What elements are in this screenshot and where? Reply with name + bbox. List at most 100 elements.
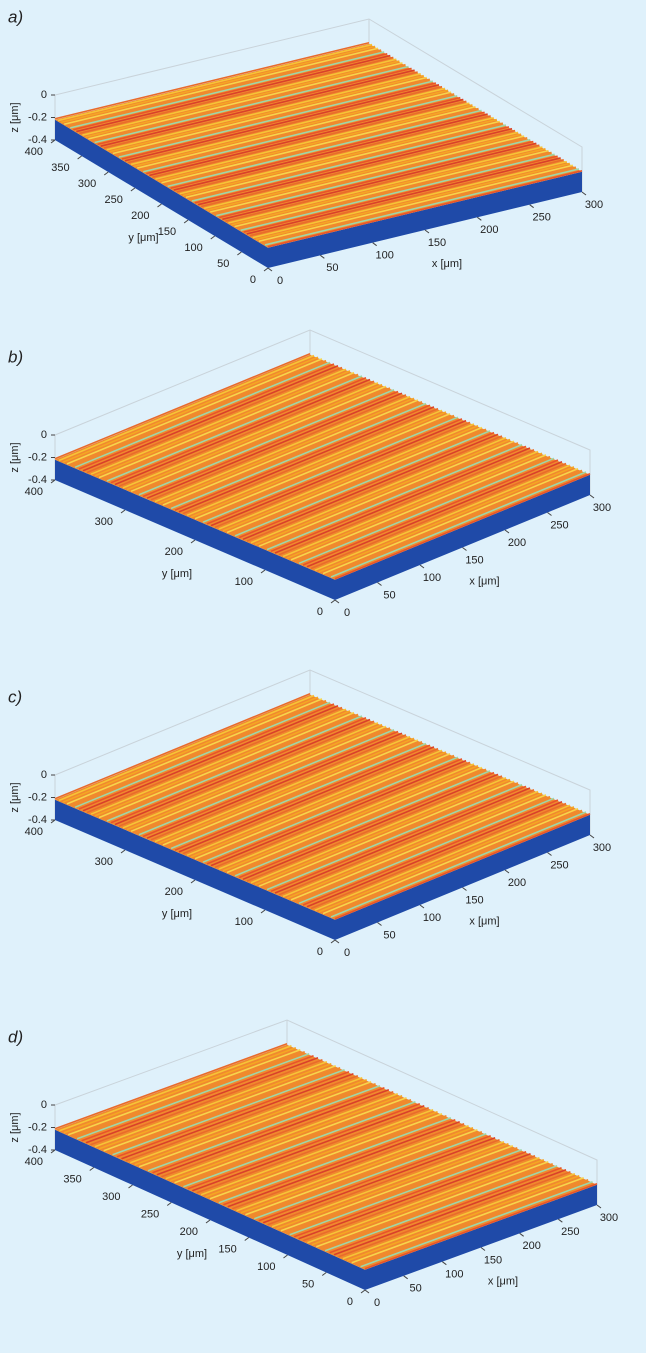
y-tick xyxy=(121,850,125,853)
y-tick-label: 400 xyxy=(25,486,43,498)
panel-label: a) xyxy=(8,7,23,26)
x-tick xyxy=(548,513,552,516)
z-tick-label: 0 xyxy=(41,1099,47,1111)
x-tick xyxy=(597,1205,601,1208)
x-axis-title: x [μm] xyxy=(432,258,462,270)
x-tick xyxy=(420,905,424,908)
z-tick-label: -0.2 xyxy=(28,791,47,803)
z-tick-label: -0.4 xyxy=(28,474,47,486)
y-axis-title: y [μm] xyxy=(177,1248,207,1260)
y-tick-label: 200 xyxy=(131,210,149,222)
y-axis-title: y [μm] xyxy=(128,232,158,244)
y-tick-label: 100 xyxy=(257,1261,275,1273)
y-tick xyxy=(261,910,265,913)
x-tick-label: 0 xyxy=(344,947,350,959)
x-tick-label: 50 xyxy=(383,929,395,941)
y-tick xyxy=(331,600,335,603)
x-tick xyxy=(373,243,377,246)
x-tick xyxy=(378,923,382,926)
x-tick-label: 200 xyxy=(522,1240,540,1252)
y-tick-label: 100 xyxy=(184,242,202,254)
x-axis-title: x [μm] xyxy=(469,575,499,587)
y-tick-label: 400 xyxy=(25,146,43,158)
x-tick xyxy=(335,940,339,943)
y-tick-label: 200 xyxy=(180,1226,198,1238)
figure: 0501001502002503000501001502002503003504… xyxy=(0,0,646,1353)
z-tick-label: -0.2 xyxy=(28,451,47,463)
y-tick-label: 200 xyxy=(165,886,183,898)
z-axis-title: z [μm] xyxy=(9,442,21,472)
y-tick-label: 400 xyxy=(25,1156,43,1168)
z-axis-title: z [μm] xyxy=(9,102,21,132)
x-tick xyxy=(463,888,467,891)
x-tick xyxy=(320,255,324,258)
y-tick-label: 300 xyxy=(95,516,113,528)
y-tick xyxy=(191,880,195,883)
x-tick-label: 150 xyxy=(484,1254,502,1266)
y-tick xyxy=(90,1168,94,1171)
x-tick xyxy=(425,230,429,233)
x-tick xyxy=(558,1219,562,1222)
x-axis-title: x [μm] xyxy=(488,1275,518,1287)
x-tick-label: 0 xyxy=(374,1297,380,1309)
x-tick-label: 150 xyxy=(465,554,483,566)
x-tick xyxy=(505,530,509,533)
x-tick xyxy=(378,583,382,586)
y-tick xyxy=(261,570,265,573)
y-tick-label: 0 xyxy=(317,946,323,958)
z-tick-label: 0 xyxy=(41,89,47,101)
x-tick-label: 100 xyxy=(423,912,441,924)
y-axis-title: y [μm] xyxy=(162,568,192,580)
y-tick-label: 0 xyxy=(347,1296,353,1308)
x-tick-label: 250 xyxy=(550,519,568,531)
z-axis-title: z [μm] xyxy=(9,782,21,812)
y-tick xyxy=(264,268,268,271)
x-tick xyxy=(335,600,339,603)
y-tick xyxy=(361,1290,365,1293)
x-tick-label: 50 xyxy=(410,1283,422,1295)
x-tick-label: 50 xyxy=(326,262,338,274)
x-tick-label: 300 xyxy=(593,502,611,514)
z-axis-title: z [μm] xyxy=(9,1112,21,1142)
y-tick-label: 150 xyxy=(218,1243,236,1255)
z-tick-label: 0 xyxy=(41,769,47,781)
y-tick-label: 200 xyxy=(165,546,183,558)
z-tick-label: -0.2 xyxy=(28,1121,47,1133)
x-axis-title: x [μm] xyxy=(469,915,499,927)
panel-label: c) xyxy=(8,687,22,706)
z-tick-label: -0.4 xyxy=(28,134,47,146)
z-tick-label: -0.2 xyxy=(28,111,47,123)
y-tick xyxy=(121,510,125,513)
y-tick-label: 300 xyxy=(78,178,96,190)
x-tick xyxy=(548,853,552,856)
x-tick-label: 100 xyxy=(445,1269,463,1281)
x-tick xyxy=(404,1276,408,1279)
y-tick xyxy=(245,1238,249,1241)
y-tick-label: 300 xyxy=(102,1191,120,1203)
y-tick xyxy=(211,236,215,239)
x-tick-label: 300 xyxy=(593,842,611,854)
y-tick xyxy=(184,220,188,223)
y-tick-label: 100 xyxy=(235,576,253,588)
x-tick-label: 250 xyxy=(532,212,550,224)
x-tick-label: 200 xyxy=(508,537,526,549)
panel-label: d) xyxy=(8,1027,23,1046)
x-tick xyxy=(520,1233,524,1236)
x-tick-label: 200 xyxy=(480,224,498,236)
y-tick-label: 50 xyxy=(302,1278,314,1290)
x-tick-label: 50 xyxy=(383,589,395,601)
x-tick-label: 200 xyxy=(508,877,526,889)
z-tick-label: -0.4 xyxy=(28,814,47,826)
y-tick-label: 150 xyxy=(158,226,176,238)
panel-label: b) xyxy=(8,347,23,366)
x-tick xyxy=(590,495,594,498)
x-tick xyxy=(505,870,509,873)
x-tick xyxy=(481,1248,485,1251)
y-tick xyxy=(322,1273,326,1276)
y-tick xyxy=(78,156,82,159)
x-tick xyxy=(590,835,594,838)
y-tick xyxy=(206,1220,210,1223)
y-tick xyxy=(104,172,108,175)
y-tick xyxy=(284,1255,288,1258)
y-tick xyxy=(131,188,135,191)
